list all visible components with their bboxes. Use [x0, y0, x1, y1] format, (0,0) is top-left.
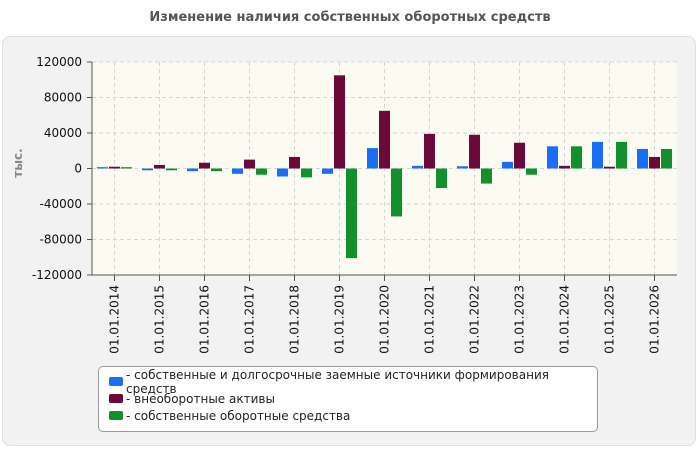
bar: [436, 168, 447, 189]
y-tick-label: 40000: [44, 126, 82, 140]
bar: [637, 148, 648, 169]
bar: [199, 162, 210, 169]
bar: [322, 168, 333, 174]
bar: [592, 141, 603, 169]
x-tick-label: 01.01.2019: [333, 285, 347, 354]
legend-series-name: внеоборотные активы: [134, 391, 275, 406]
x-tick-label: 01.01.2014: [108, 285, 122, 354]
bar: [412, 165, 423, 169]
y-tick-label: 0: [74, 162, 82, 176]
bar: [277, 168, 288, 177]
bar: [604, 166, 615, 169]
legend-swatch: [109, 377, 123, 386]
bar: [616, 141, 627, 169]
y-axis-label: тыс.: [11, 148, 25, 177]
bar: [559, 165, 570, 169]
bar: [334, 75, 345, 169]
axes: 120000 80000 40000 0 -40000 -80000 -120000 01.0…: [32, 55, 677, 354]
bar: [301, 168, 312, 178]
bar: [457, 166, 468, 169]
bar: [469, 134, 480, 169]
bar: [97, 167, 108, 169]
legend-item: - собственные и долгосрочные заемные ист…: [109, 368, 597, 396]
legend-label: - внеоборотные активы: [126, 391, 275, 406]
bar: [481, 168, 492, 184]
bar: [154, 164, 165, 169]
chart-title: Изменение наличия собственных оборотных …: [149, 10, 551, 25]
bar: [109, 166, 120, 169]
x-tick-label: 01.01.2015: [153, 285, 167, 354]
bar: [346, 168, 357, 259]
bar: [391, 168, 402, 217]
bar: [502, 161, 513, 169]
bar: [166, 168, 177, 171]
legend-series-name: собственные оборотные средства: [134, 408, 351, 423]
legend-series-name: собственные и долгосрочные заемные источ…: [126, 367, 549, 396]
bar: [211, 168, 222, 172]
bar: [514, 142, 525, 169]
x-tick-label: 01.01.2016: [198, 285, 212, 354]
legend-item: - внеоборотные активы: [109, 390, 597, 407]
x-tick-label: 01.01.2020: [378, 285, 392, 354]
bar: [232, 168, 243, 174]
y-tick-label: -120000: [32, 268, 82, 282]
legend-swatch: [109, 411, 123, 420]
bar: [547, 146, 558, 169]
bar: [526, 168, 537, 175]
bar: [571, 146, 582, 169]
bar: [187, 168, 198, 172]
x-tick-label: 01.01.2023: [513, 285, 527, 354]
x-tick-label: 01.01.2021: [423, 285, 437, 354]
x-tick-label: 01.01.2017: [243, 285, 257, 354]
bar: [379, 110, 390, 169]
bar: [256, 168, 267, 175]
x-tick-label: 01.01.2018: [288, 285, 302, 354]
y-tick-label: 120000: [36, 55, 82, 69]
y-tick-label: 80000: [44, 91, 82, 105]
bar: [244, 159, 255, 169]
legend-label: - собственные и долгосрочные заемные ист…: [126, 367, 549, 396]
bar: [367, 148, 378, 169]
legend: - собственные и долгосрочные заемные ист…: [98, 366, 598, 432]
y-tick-label: -80000: [39, 233, 82, 247]
legend-swatch: [109, 394, 123, 403]
bar: [289, 156, 300, 169]
bars: [97, 75, 672, 259]
bar: [424, 133, 435, 169]
legend-label: - собственные оборотные средства: [126, 408, 351, 423]
x-tick-label: 01.01.2024: [558, 285, 572, 354]
bar: [649, 156, 660, 169]
bar: [121, 167, 132, 169]
bar: [661, 148, 672, 169]
legend-item: - собственные оборотные средства: [109, 407, 597, 424]
x-tick-label: 01.01.2026: [648, 285, 662, 354]
bar: [142, 168, 153, 171]
y-tick-label: -40000: [39, 197, 82, 211]
x-tick-label: 01.01.2025: [603, 285, 617, 354]
x-tick-label: 01.01.2022: [468, 285, 482, 354]
